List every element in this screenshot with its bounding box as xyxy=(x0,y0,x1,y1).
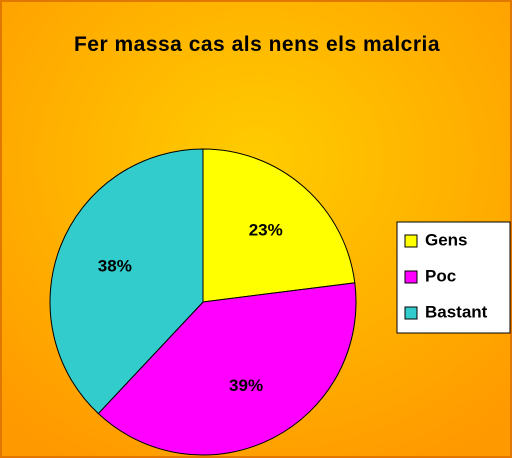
data-label: 39% xyxy=(229,376,263,395)
data-label: 23% xyxy=(249,220,283,239)
data-label: 38% xyxy=(98,257,132,276)
legend-label: Poc xyxy=(425,266,456,285)
legend-label: Bastant xyxy=(425,302,488,321)
legend-swatch xyxy=(404,270,418,284)
pie-slice xyxy=(49,148,204,415)
chart-title: Fer massa cas als nens els malcria xyxy=(73,33,441,56)
legend-label: Gens xyxy=(425,230,468,249)
pie-slice xyxy=(202,148,356,303)
pie-slice xyxy=(97,282,357,456)
legend-swatch xyxy=(404,306,418,320)
legend-swatch xyxy=(404,234,418,248)
